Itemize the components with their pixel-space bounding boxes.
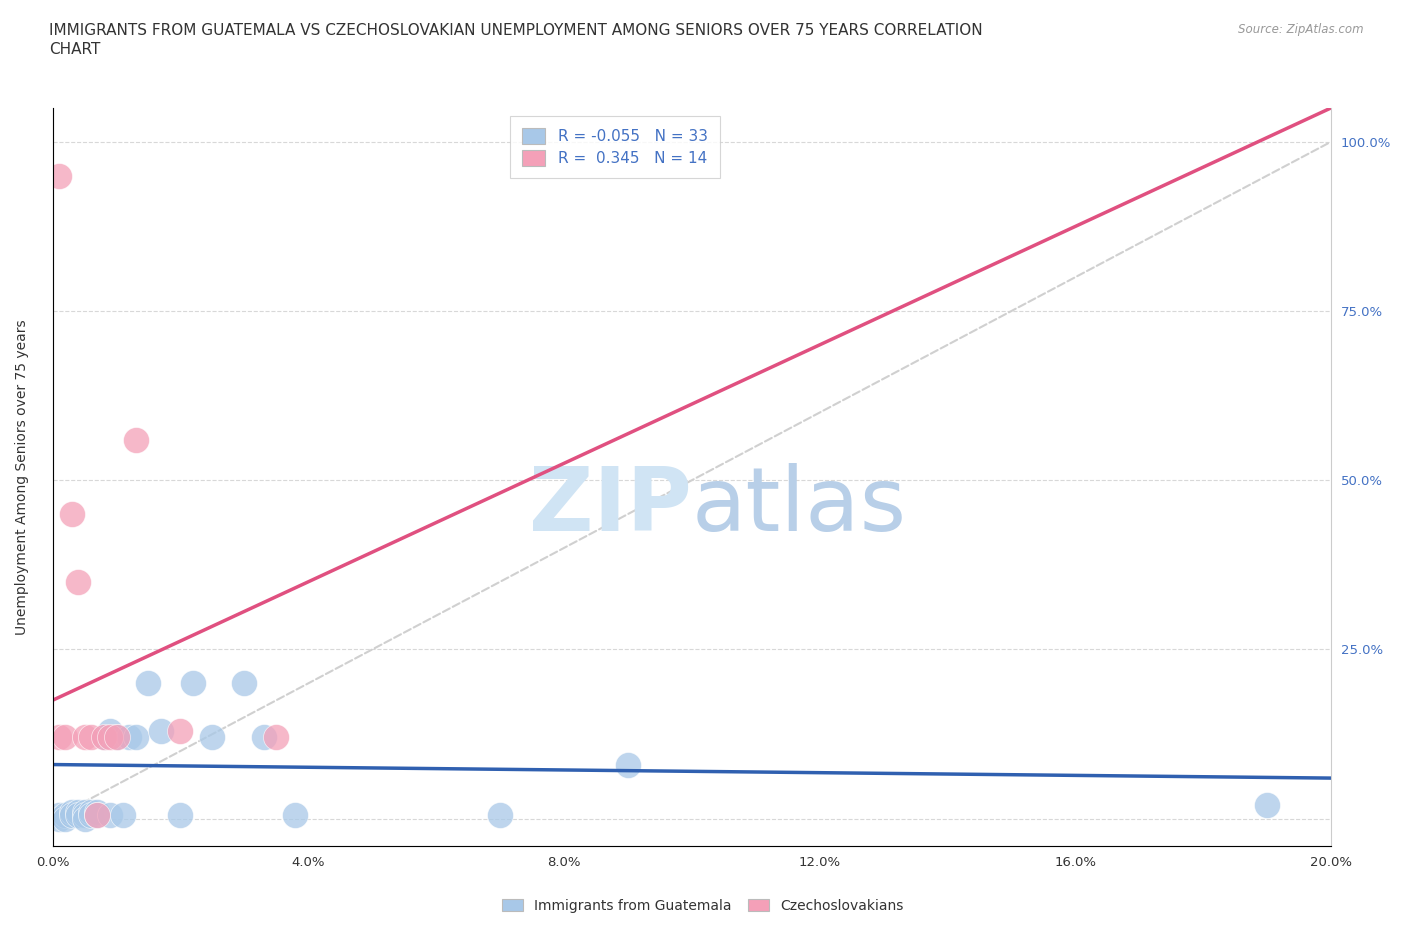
Point (93, 730, 115, 745)
Point (80, 804, 103, 819)
Point (48, 168, 70, 183)
Text: CHART: CHART (49, 42, 101, 57)
Point (73, 804, 96, 819)
Point (55, 811, 77, 826)
Point (1256, 798, 1278, 813)
Point (60, 808, 83, 823)
Y-axis label: Unemployment Among Seniors over 75 years: Unemployment Among Seniors over 75 years (15, 319, 30, 634)
Point (617, 757, 640, 772)
Point (284, 808, 307, 823)
Point (80, 808, 103, 823)
Point (105, 730, 128, 745)
Point (169, 724, 191, 738)
Point (150, 724, 173, 738)
Point (55, 808, 77, 823)
Point (73, 808, 96, 823)
Text: ZIP: ZIP (529, 463, 692, 550)
Point (67, 575, 90, 590)
Point (67, 808, 90, 823)
Point (266, 730, 288, 745)
Point (73, 811, 96, 826)
Point (86, 808, 108, 823)
Point (252, 730, 274, 745)
Point (60, 804, 83, 819)
Point (86, 808, 108, 823)
Text: IMMIGRANTS FROM GUATEMALA VS CZECHOSLOVAKIAN UNEMPLOYMENT AMONG SENIORS OVER 75 : IMMIGRANTS FROM GUATEMALA VS CZECHOSLOVA… (49, 23, 983, 38)
Point (48, 808, 70, 823)
Text: Source: ZipAtlas.com: Source: ZipAtlas.com (1239, 23, 1364, 36)
Point (489, 808, 512, 823)
Point (125, 432, 148, 447)
Point (48, 811, 70, 826)
Point (55, 730, 77, 745)
Legend: R = -0.055   N = 33, R =  0.345   N = 14: R = -0.055 N = 33, R = 0.345 N = 14 (510, 115, 720, 179)
Point (98, 724, 121, 738)
Point (80, 730, 103, 745)
Point (67, 804, 90, 819)
Text: atlas: atlas (692, 463, 907, 550)
Point (138, 676, 160, 691)
Legend: Immigrants from Guatemala, Czechoslovakians: Immigrants from Guatemala, Czechoslovaki… (496, 894, 910, 919)
Point (48, 730, 70, 745)
Point (181, 676, 204, 691)
Point (125, 730, 148, 745)
Point (201, 730, 224, 745)
Point (169, 808, 191, 823)
Point (86, 804, 108, 819)
Point (233, 676, 256, 691)
Point (73, 730, 96, 745)
Point (111, 808, 134, 823)
Point (98, 730, 121, 745)
Point (98, 808, 121, 823)
Point (93, 730, 115, 745)
Point (118, 730, 141, 745)
Point (60, 507, 83, 522)
Point (105, 730, 128, 745)
